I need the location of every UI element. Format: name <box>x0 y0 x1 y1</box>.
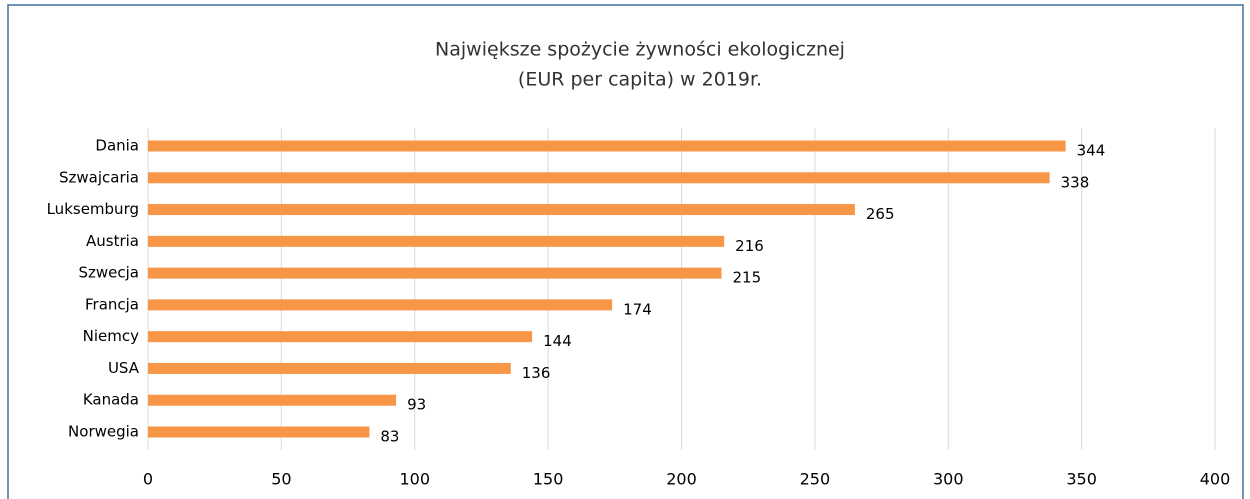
y-tick-label: Luksemburg <box>47 200 139 218</box>
x-tick-label: 250 <box>800 470 831 489</box>
x-tick-label: 400 <box>1200 470 1231 489</box>
bar <box>148 299 613 311</box>
y-tick-label: Norwegia <box>68 423 139 441</box>
value-label: 144 <box>543 332 572 350</box>
value-label: 136 <box>522 364 551 382</box>
y-tick-label: Dania <box>95 137 139 155</box>
y-tick-label: Francja <box>85 295 139 313</box>
x-tick-label: 200 <box>666 470 697 489</box>
chart-title: (EUR per capita) w 2019r. <box>518 69 762 91</box>
x-tick-label: 300 <box>933 470 964 489</box>
bar <box>148 394 397 406</box>
bar <box>148 140 1066 152</box>
x-tick-label: 350 <box>1066 470 1097 489</box>
value-label: 216 <box>735 237 764 255</box>
bar <box>148 172 1050 184</box>
bar <box>148 204 855 216</box>
value-label: 83 <box>380 428 399 446</box>
value-label: 265 <box>866 205 895 223</box>
y-tick-label: Kanada <box>83 391 139 409</box>
bar <box>148 267 722 279</box>
chart-border <box>7 4 1244 499</box>
value-label: 174 <box>623 300 652 318</box>
bar <box>148 331 533 343</box>
value-label: 338 <box>1061 173 1090 191</box>
y-tick-label: Szwecja <box>79 264 140 282</box>
x-tick-label: 50 <box>271 470 291 489</box>
y-tick-label: Niemcy <box>83 327 139 345</box>
bar <box>148 235 725 247</box>
y-tick-label: Austria <box>86 232 139 250</box>
value-label: 344 <box>1077 142 1106 160</box>
chart-title: Największe spożycie żywności ekologiczne… <box>435 39 845 61</box>
bar <box>148 362 511 374</box>
value-label: 93 <box>407 396 426 414</box>
x-tick-label: 150 <box>533 470 564 489</box>
value-label: 215 <box>733 269 762 287</box>
x-tick-label: 100 <box>399 470 430 489</box>
bar <box>148 426 370 438</box>
x-tick-label: 0 <box>143 470 153 489</box>
y-tick-label: USA <box>108 359 140 377</box>
y-tick-label: Szwajcaria <box>59 168 139 186</box>
